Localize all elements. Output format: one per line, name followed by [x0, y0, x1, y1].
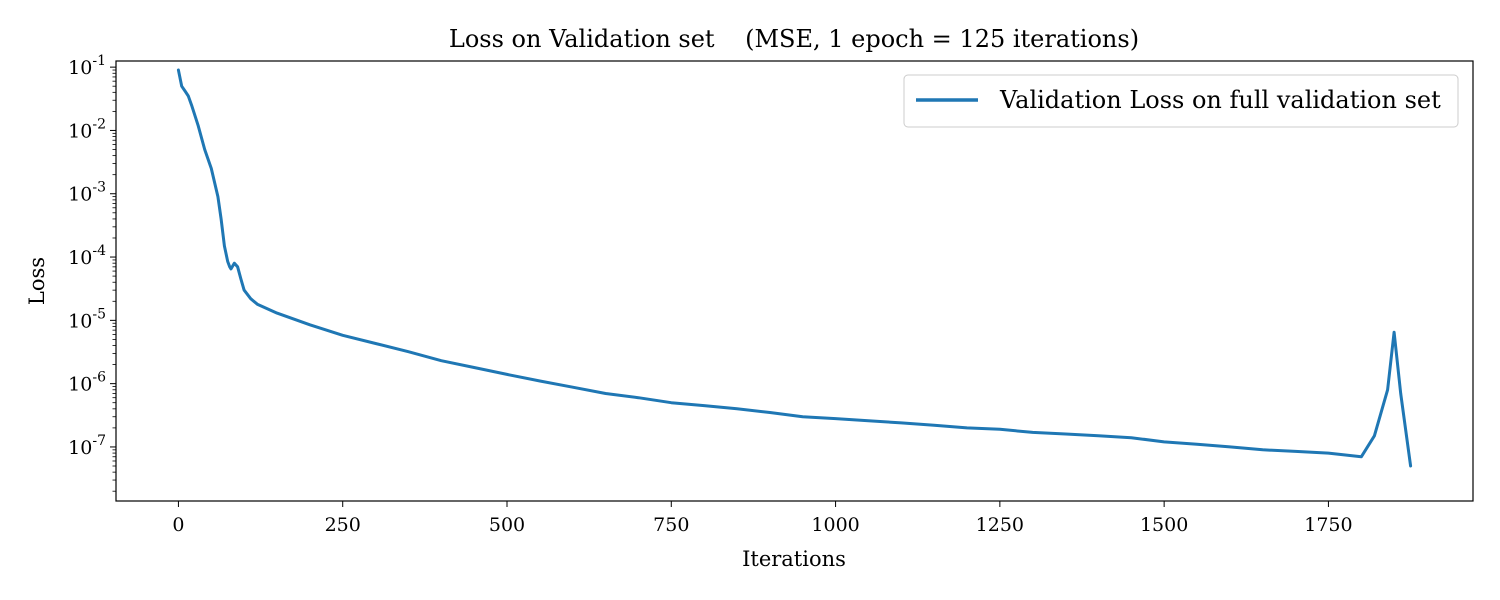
legend: Validation Loss on full validation set — [903, 74, 1459, 128]
y-tick-label: 10-1 — [68, 53, 106, 79]
x-tick-label: 750 — [653, 514, 689, 536]
y-tick-label: 10-2 — [68, 116, 106, 142]
y-tick-label: 10-7 — [68, 433, 106, 459]
x-tick-label: 0 — [172, 514, 184, 536]
y-tick-label: 10-4 — [68, 243, 106, 269]
y-axis: 10-7 10-6 10-5 10-4 10-3 10-2 10-1 — [68, 53, 116, 492]
x-tick-label: 1000 — [811, 514, 859, 536]
y-tick-label: 10-5 — [68, 306, 106, 332]
legend-label: Validation Loss on full validation set — [999, 86, 1441, 114]
y-axis-label: Loss — [25, 257, 49, 305]
y-tick-label: 10-6 — [68, 370, 106, 396]
series-line-0 — [176, 68, 1413, 468]
x-tick-label: 1500 — [1140, 514, 1188, 536]
chart-title: Loss on Validation set (MSE, 1 epoch = 1… — [449, 25, 1139, 53]
plot-area — [176, 68, 1413, 468]
x-axis: 0 250 500 750 1000 1250 1500 1750 — [172, 501, 1353, 536]
x-axis-label: Iterations — [742, 547, 846, 571]
legend-box — [903, 74, 1459, 128]
x-tick-label: 500 — [489, 514, 525, 536]
y-tick-label: 10-3 — [68, 180, 106, 206]
x-tick-label: 250 — [325, 514, 361, 536]
axes-frame — [115, 60, 1474, 502]
x-tick-label: 1750 — [1304, 514, 1352, 536]
x-tick-label: 1250 — [976, 514, 1024, 536]
